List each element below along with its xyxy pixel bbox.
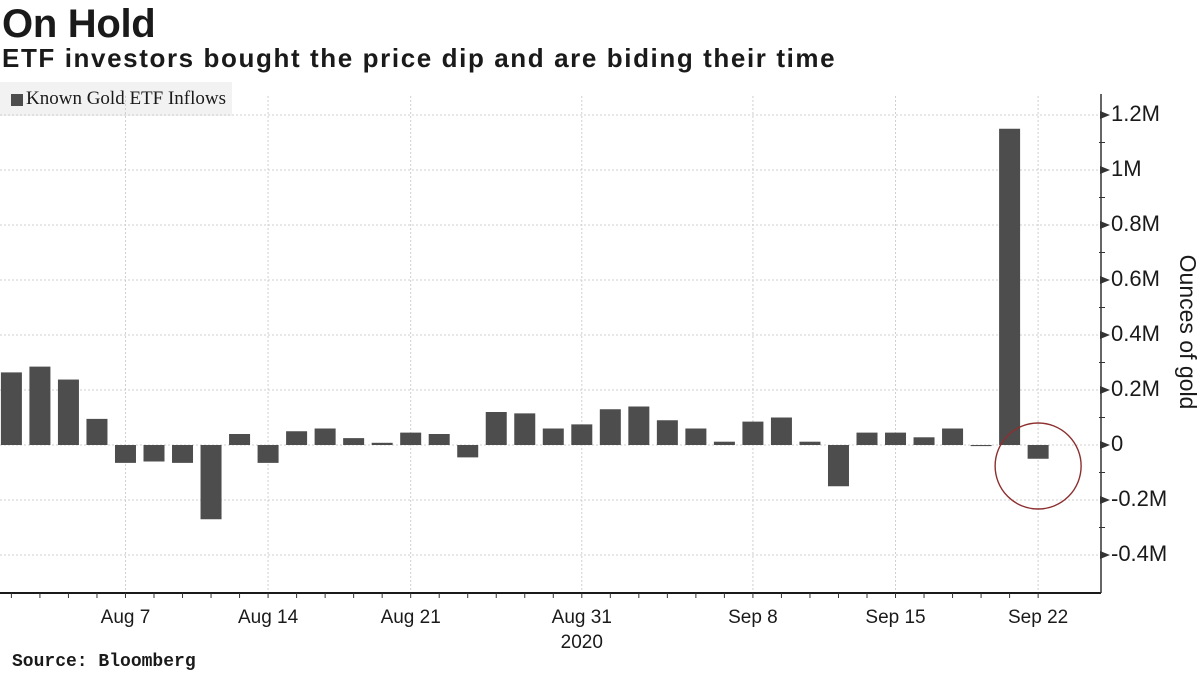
- svg-text:2020: 2020: [561, 632, 603, 653]
- svg-text:Aug 31: Aug 31: [552, 607, 612, 628]
- svg-text:Sep 8: Sep 8: [728, 607, 778, 628]
- svg-text:1M: 1M: [1111, 156, 1142, 181]
- svg-text:0.4M: 0.4M: [1111, 321, 1160, 346]
- svg-text:-0.4M: -0.4M: [1111, 541, 1167, 566]
- svg-text:0: 0: [1111, 431, 1123, 456]
- svg-text:0.8M: 0.8M: [1111, 211, 1160, 236]
- svg-text:-0.2M: -0.2M: [1111, 486, 1167, 511]
- svg-text:1.2M: 1.2M: [1111, 101, 1160, 126]
- svg-text:Aug 14: Aug 14: [238, 607, 299, 628]
- svg-text:0.6M: 0.6M: [1111, 266, 1160, 291]
- svg-text:Sep 22: Sep 22: [1008, 607, 1068, 628]
- svg-text:0.2M: 0.2M: [1111, 376, 1160, 401]
- svg-text:Aug 21: Aug 21: [381, 607, 441, 628]
- svg-text:Aug 7: Aug 7: [101, 607, 151, 628]
- svg-text:Sep 15: Sep 15: [865, 607, 925, 628]
- svg-text:Ounces of gold: Ounces of gold: [1175, 255, 1200, 410]
